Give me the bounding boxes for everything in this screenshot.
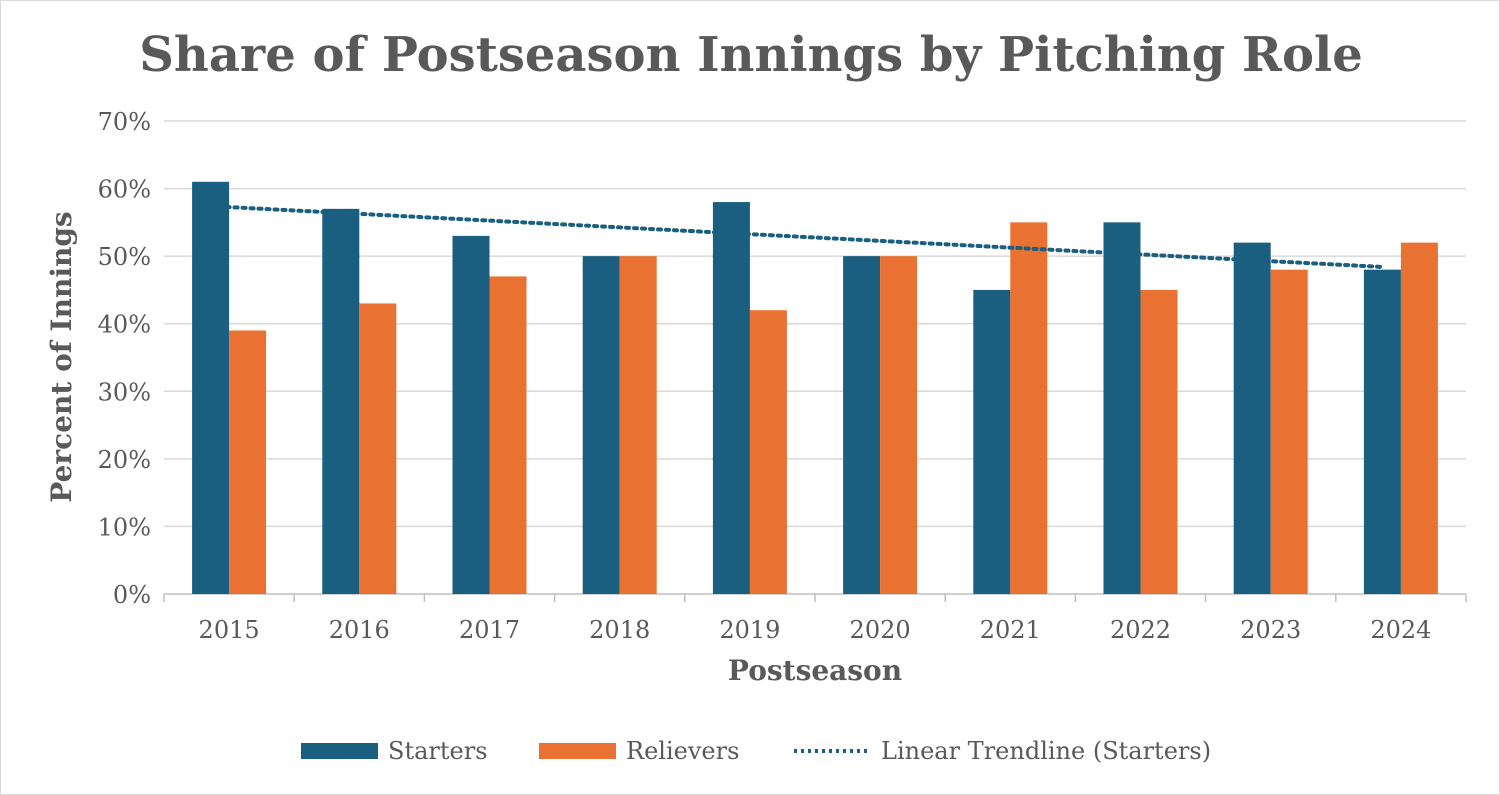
x-tick-label: 2020 bbox=[850, 616, 911, 644]
chart-title: Share of Postseason Innings by Pitching … bbox=[139, 27, 1362, 83]
x-axis-label: Postseason bbox=[728, 654, 902, 687]
bar-relievers-2023 bbox=[1270, 269, 1308, 594]
bar-relievers-2024 bbox=[1400, 242, 1438, 594]
bar-starters-2016 bbox=[322, 208, 360, 595]
bar-relievers-2017 bbox=[489, 276, 527, 594]
y-axis-label: Percent of Innings bbox=[45, 211, 78, 502]
bar-relievers-2022 bbox=[1140, 289, 1178, 594]
trendline-group bbox=[208, 204, 1385, 269]
bar-starters-2019 bbox=[712, 202, 750, 595]
bar-starters-2020 bbox=[843, 256, 881, 594]
y-tick-label: 40% bbox=[98, 311, 151, 339]
legend-label-relievers: Relievers bbox=[626, 737, 739, 765]
x-tick-label: 2016 bbox=[329, 616, 390, 644]
y-tick-label: 0% bbox=[113, 581, 151, 609]
x-tick-label: 2017 bbox=[459, 616, 520, 644]
legend-swatch-starters bbox=[301, 743, 378, 759]
legend-label-trendline: Linear Trendline (Starters) bbox=[881, 737, 1211, 765]
x-axis: 2015 2016 2017 2018 2019 2020 2021 2022 2023 2024 bbox=[163, 594, 1467, 644]
y-tick-label: 20% bbox=[98, 446, 151, 474]
bars bbox=[192, 181, 1438, 595]
bar-relievers-2018 bbox=[619, 256, 657, 594]
legend-label-starters: Starters bbox=[388, 737, 488, 765]
x-tick-label: 2021 bbox=[980, 616, 1041, 644]
y-tick-label: 60% bbox=[98, 176, 151, 204]
x-tick-label: 2018 bbox=[589, 616, 650, 644]
x-tick-label: 2023 bbox=[1240, 616, 1301, 644]
y-tick-label: 50% bbox=[98, 243, 151, 271]
legend-swatch-relievers bbox=[539, 743, 616, 759]
bar-starters-2015 bbox=[192, 181, 230, 595]
x-tick-label: 2015 bbox=[199, 616, 260, 644]
legend: Starters Relievers Linear Trendline (Sta… bbox=[301, 737, 1211, 765]
bar-relievers-2015 bbox=[229, 330, 267, 594]
x-tick-label: 2019 bbox=[719, 616, 780, 644]
trendline-starters bbox=[208, 204, 1385, 269]
y-tick-label: 10% bbox=[98, 513, 151, 541]
x-tick-label: 2024 bbox=[1370, 616, 1431, 644]
bar-relievers-2020 bbox=[880, 256, 918, 594]
bar-relievers-2019 bbox=[749, 310, 787, 594]
bar-starters-2022 bbox=[1103, 222, 1141, 594]
bar-relievers-2016 bbox=[359, 303, 397, 594]
x-tick-label: 2022 bbox=[1110, 616, 1171, 644]
y-tick-label: 70% bbox=[98, 108, 151, 136]
bar-starters-2024 bbox=[1363, 269, 1401, 594]
bar-starters-2023 bbox=[1233, 242, 1271, 594]
bar-relievers-2021 bbox=[1010, 222, 1048, 594]
bar-starters-2021 bbox=[973, 289, 1011, 594]
y-tick-label: 30% bbox=[98, 378, 151, 406]
bar-starters-2018 bbox=[582, 256, 620, 594]
y-axis-ticks: 0% 10% 20% 30% 40% 50% 60% 70% bbox=[98, 108, 151, 609]
bar-starters-2017 bbox=[452, 235, 490, 594]
